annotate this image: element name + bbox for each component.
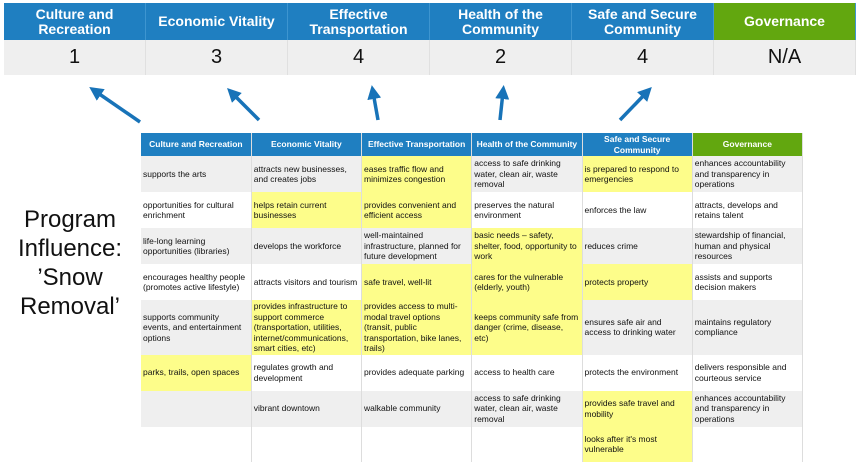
table-cell: develops the workforce [251, 228, 363, 264]
table-row: supports the arts attracts new businesses… [141, 156, 804, 192]
table-cell: looks after it's most vulnerable [582, 426, 693, 462]
table-cell [471, 426, 583, 462]
table-row: supports community events, and entertain… [141, 300, 804, 355]
arrow-icon [495, 85, 510, 121]
table-cell: is prepared to respond to emergencies [582, 156, 693, 192]
table-cell: enforces the law [582, 192, 693, 228]
table-cell: vibrant downtown [251, 390, 363, 427]
table-cell: cares for the vulnerable (elderly, youth… [471, 264, 583, 300]
table-cell: attracts, develops and retains talent [692, 192, 804, 228]
table-cell: protects property [582, 264, 693, 300]
table-cell: walkable community [361, 390, 473, 427]
table-cell: provides access to multi-modal travel op… [361, 300, 473, 355]
summary-score: 2 [430, 40, 572, 75]
table-cell: preserves the natural environment [471, 192, 583, 228]
table-header: Effective Transportation [361, 133, 473, 156]
table-header: Safe and Secure Community [582, 133, 693, 156]
table-cell [692, 426, 804, 462]
summary-grid: Culture and Recreation Economic Vitality E… [4, 3, 856, 75]
table-cell [251, 426, 363, 462]
table-cell: life-long learning opportunities (librar… [141, 228, 252, 264]
table-cell: enhances accountability and transparency… [692, 156, 804, 192]
table-row: life-long learning opportunities (librar… [141, 228, 804, 264]
table-cell: provides convenient and efficient access [361, 192, 473, 228]
table-cell: supports the arts [141, 156, 252, 192]
table-cell: enhances accountability and transparency… [692, 390, 804, 427]
table-cell [141, 390, 252, 427]
table-cell: eases traffic flow and minimizes congest… [361, 156, 473, 192]
table-cell: well-maintained infrastructure, planned … [361, 228, 473, 264]
table-cell: ensures safe air and access to drinking … [582, 300, 693, 355]
table-cell: basic needs – safety, shelter, food, opp… [471, 228, 583, 264]
arrows [89, 85, 652, 124]
table-cell: attracts new businesses, and creates job… [251, 156, 363, 192]
table-cell: keeps community safe from danger (crime,… [471, 300, 583, 355]
arrow-icon [618, 86, 652, 122]
table-cell: provides safe travel and mobility [582, 390, 693, 427]
table-row: parks, trails, open spaces regulates grow… [141, 354, 804, 391]
table-cell: assists and supports decision makers [692, 264, 804, 300]
table-header: Governance [692, 133, 804, 156]
table-row: opportunities for cultural enrichment hel… [141, 192, 804, 228]
summary-header: Governance [714, 3, 856, 40]
table-cell: provides infrastructure to support comme… [251, 300, 363, 355]
influence-table: Culture and Recreation Economic Vitality E… [141, 133, 804, 462]
table-row: looks after it's most vulnerable [141, 426, 804, 462]
summary-header: Health of the Community [430, 3, 572, 40]
table-cell: encourages healthy people (promotes acti… [141, 264, 252, 300]
table-cell: parks, trails, open spaces [141, 354, 252, 391]
table-cell: protects the environment [582, 354, 693, 391]
table-cell: attracts visitors and tourism [251, 264, 363, 300]
summary-score: 1 [4, 40, 146, 75]
table-header: Culture and Recreation [141, 133, 252, 156]
table-cell: helps retain current businesses [251, 192, 363, 228]
table-cell: opportunities for cultural enrichment [141, 192, 252, 228]
summary-score: N/A [714, 40, 856, 75]
table-cell: delivers responsible and courteous servi… [692, 354, 804, 391]
program-title: Program Influence: ’Snow Removal’ [17, 206, 123, 320]
table-cell: access to safe drinking water, clean air… [471, 156, 583, 192]
table-cell: safe travel, well-lit [361, 264, 473, 300]
summary-header: Effective Transportation [288, 3, 430, 40]
arrow-icon [227, 88, 261, 122]
table-cell: access to health care [471, 354, 583, 391]
arrow-icon [89, 87, 141, 124]
summary-header: Safe and Secure Community [572, 3, 714, 40]
summary-header: Economic Vitality [146, 3, 288, 40]
summary-header: Culture and Recreation [4, 3, 146, 40]
table-cell [361, 426, 473, 462]
table-cell: provides adequate parking [361, 354, 473, 391]
table-cell: supports community events, and entertain… [141, 300, 252, 355]
table-row: vibrant downtown walkable community access… [141, 390, 804, 427]
table-cell: stewardship of financial, human and phys… [692, 228, 804, 264]
summary-score: 3 [146, 40, 288, 75]
arrow-icon [367, 85, 382, 121]
table-header: Health of the Community [471, 133, 583, 156]
summary-score: 4 [288, 40, 430, 75]
table-row: encourages healthy people (promotes acti… [141, 264, 804, 300]
table-cell: access to safe drinking water, clean air… [471, 390, 583, 427]
summary-score: 4 [572, 40, 714, 75]
table-cell: maintains regulatory compliance [692, 300, 804, 355]
table-cell [141, 426, 252, 462]
table-header: Economic Vitality [251, 133, 363, 156]
table-cell: reduces crime [582, 228, 693, 264]
table-cell: regulates growth and development [251, 354, 363, 391]
